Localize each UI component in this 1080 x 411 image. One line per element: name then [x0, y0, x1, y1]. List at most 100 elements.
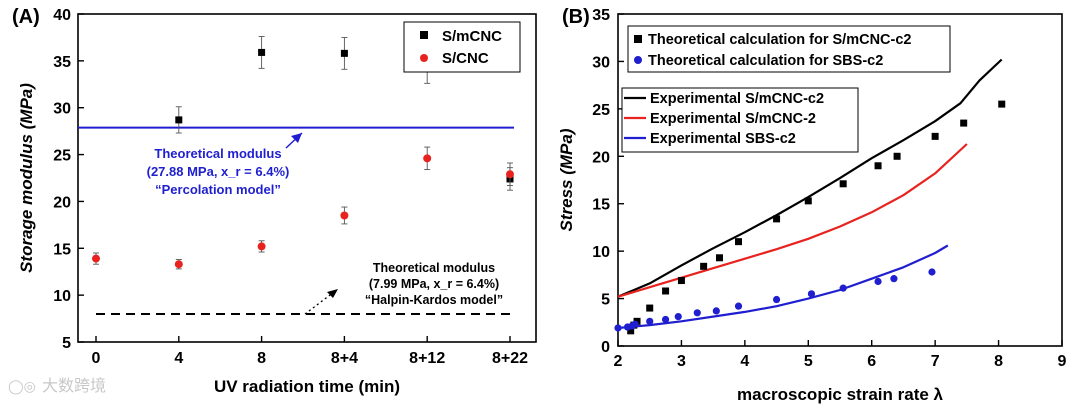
- y-tick-label-a: 10: [53, 288, 71, 305]
- legend-b-label-exp-2: Experimental S/mCNC-2: [650, 111, 816, 127]
- legend-b-label-exp-3: Experimental SBS-c2: [650, 131, 796, 147]
- data-point-smcnc: [258, 48, 266, 56]
- data-point-theory-sbs: [772, 295, 781, 304]
- data-point-theory-smcnc: [960, 119, 968, 127]
- annotation-percolation-text: (27.88 MPa, x_r = 6.4%): [147, 164, 290, 179]
- data-point-theory-sbs: [839, 284, 847, 292]
- data-point-theory-sbs: [734, 302, 743, 310]
- data-point-theory-sbs: [614, 324, 622, 332]
- data-point-theory-sbs: [661, 315, 670, 324]
- data-point-theory-smcnc: [715, 254, 723, 262]
- x-tick-label-b: 6: [867, 353, 876, 370]
- x-tick-label-b: 8: [994, 353, 1003, 370]
- data-point-theory-smcnc: [839, 180, 847, 188]
- y-axis-title-b: Stress (MPa): [557, 128, 576, 231]
- y-tick-label-a: 30: [53, 101, 71, 118]
- data-point-theory-sbs: [712, 307, 720, 315]
- y-tick-label-a: 25: [53, 148, 71, 165]
- y-tick-label-a: 35: [53, 54, 71, 71]
- data-point-scnc: [174, 260, 183, 269]
- panel-b-label: (B): [562, 6, 590, 28]
- legend-b-marker-theory-sbs: [634, 56, 642, 64]
- y-axis-title-a: Storage modulus (MPa): [17, 83, 36, 273]
- data-point-theory-smcnc: [735, 238, 743, 246]
- data-point-theory-smcnc: [700, 262, 708, 270]
- y-tick-label-a: 15: [53, 241, 71, 258]
- series-line-1: [617, 58, 1003, 298]
- data-point-theory-smcnc: [773, 215, 781, 223]
- legend-a-label-scnc: S/CNC: [442, 50, 489, 67]
- y-tick-label-a: 5: [62, 335, 71, 352]
- y-tick-label-b: 0: [601, 339, 610, 356]
- legend-a-box: [403, 21, 521, 73]
- annotation-percolation-arrowhead: [291, 133, 302, 143]
- annotation-percolation-text: Theoretical modulus: [154, 146, 281, 161]
- data-point-theory-sbs: [874, 277, 882, 286]
- x-tick-label-b: 2: [614, 353, 623, 370]
- legend-b-label-theory-sbs: Theoretical calculation for SBS-c2: [648, 53, 883, 69]
- x-tick-label-b: 4: [740, 353, 749, 370]
- annotation-halpin-text: “Halpin-Kardos model”: [365, 293, 503, 307]
- data-point-theory-smcnc: [646, 304, 654, 312]
- data-point-theory-smcnc: [931, 132, 939, 140]
- y-tick-label-b: 5: [601, 292, 610, 309]
- data-point-theory-smcnc: [804, 197, 812, 205]
- data-point-theory-smcnc: [627, 327, 635, 335]
- annotation-percolation-text: “Percolation model”: [155, 182, 281, 197]
- panel-b-frame: [617, 13, 1063, 347]
- data-point-theory-smcnc: [662, 287, 670, 295]
- data-point-theory-smcnc: [677, 277, 685, 285]
- data-point-theory-sbs: [890, 275, 898, 283]
- data-point-scnc: [423, 154, 432, 163]
- watermark: ◯◎ 大数跨境: [8, 372, 106, 396]
- x-tick-label-b: 7: [931, 353, 940, 370]
- y-tick-label-b: 15: [592, 197, 610, 214]
- y-tick-label-b: 10: [592, 244, 610, 261]
- x-tick-label-a: 8+22: [492, 350, 528, 367]
- x-tick-label-b: 9: [1058, 353, 1067, 370]
- data-point-scnc: [340, 211, 349, 220]
- data-point-theory-sbs: [807, 290, 816, 298]
- x-axis-title-b: macroscopic strain rate λ: [737, 385, 944, 404]
- data-point-theory-sbs: [928, 268, 936, 276]
- data-point-theory-sbs: [631, 320, 639, 328]
- x-tick-label-a: 4: [174, 350, 183, 367]
- x-tick-label-a: 8+12: [409, 350, 445, 367]
- legend-a-marker-smcnc: [420, 31, 428, 39]
- annotation-halpin-arrowhead: [327, 289, 338, 298]
- x-tick-label-a: 0: [92, 350, 101, 367]
- data-point-scnc: [92, 254, 100, 263]
- series-line-3: [617, 244, 949, 330]
- data-point-theory-sbs: [674, 312, 682, 321]
- data-point-smcnc: [175, 116, 183, 124]
- data-point-theory-smcnc: [893, 152, 901, 160]
- panel-a-label: (A): [12, 6, 40, 28]
- x-tick-label-b: 5: [804, 353, 813, 370]
- legend-b-label-theory-smcnc: Theoretical calculation for S/mCNC-c2: [648, 32, 911, 48]
- legend-a-label-smcnc: S/mCNC: [442, 28, 502, 45]
- y-tick-label-a: 40: [53, 7, 71, 24]
- x-tick-label-b: 3: [677, 353, 686, 370]
- y-tick-label-b: 25: [592, 102, 610, 119]
- x-axis-title-a: UV radiation time (min): [214, 377, 400, 396]
- data-point-theory-sbs: [693, 309, 701, 317]
- annotation-halpin-text: Theoretical modulus: [373, 261, 495, 275]
- y-tick-label-b: 30: [592, 54, 610, 71]
- legend-b-exp-box: [621, 87, 859, 153]
- x-tick-label-a: 8+4: [331, 350, 358, 367]
- data-point-theory-smcnc: [998, 100, 1006, 108]
- data-point-smcnc: [340, 49, 348, 57]
- data-point-scnc: [257, 242, 266, 251]
- series-line-2: [617, 143, 968, 298]
- x-tick-label-a: 8: [257, 350, 266, 367]
- legend-b-label-exp-1: Experimental S/mCNC-c2: [650, 91, 824, 107]
- y-tick-label-a: 20: [53, 194, 71, 211]
- annotation-halpin-text: (7.99 MPa, x_r = 6.4%): [369, 277, 499, 291]
- legend-a-marker-scnc: [420, 54, 428, 62]
- data-point-theory-sbs: [646, 317, 654, 325]
- legend-b-theory-box: [627, 25, 951, 73]
- y-tick-label-b: 20: [592, 149, 610, 166]
- data-point-theory-smcnc: [874, 162, 882, 170]
